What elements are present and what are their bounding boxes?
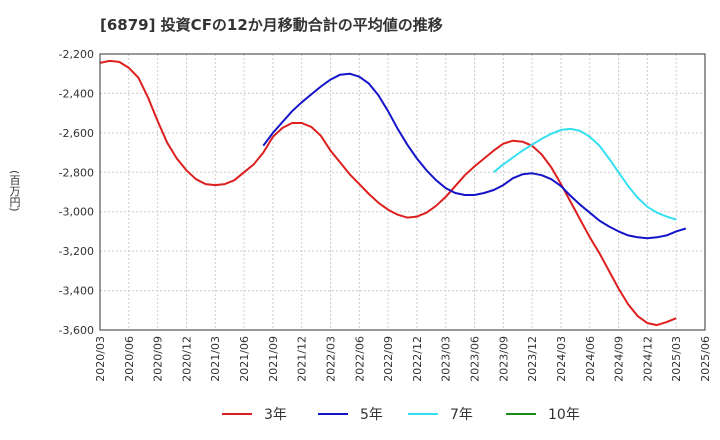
legend-swatch bbox=[222, 413, 252, 415]
x-tick-label: 2024/06 bbox=[584, 336, 597, 382]
x-tick-label: 2024/03 bbox=[555, 336, 568, 382]
legend-label: 3年 bbox=[264, 407, 287, 423]
y-axis: -2,200 -2,400 -2,600 -2,800 -3,000 -3,200 -3,4… bbox=[59, 48, 94, 337]
x-tick-label: 2021/03 bbox=[209, 336, 222, 382]
x-tick-label: 2022/06 bbox=[353, 336, 366, 382]
plot-area bbox=[100, 54, 705, 330]
x-tick-label: 2022/09 bbox=[382, 336, 395, 382]
x-tick-label: 2020/06 bbox=[123, 336, 136, 382]
legend-swatch bbox=[506, 413, 536, 415]
x-tick-label: 2021/12 bbox=[296, 336, 309, 382]
legend-item: 7年 bbox=[408, 404, 473, 424]
x-tick-label: 2023/06 bbox=[469, 336, 482, 382]
x-tick-label: 2024/12 bbox=[641, 336, 654, 382]
x-tick-label: 2024/09 bbox=[613, 336, 626, 382]
series-line-7年 bbox=[493, 127, 677, 221]
legend-label: 7年 bbox=[450, 407, 473, 423]
y-tick-label: -3,200 bbox=[59, 245, 94, 258]
x-tick-label: 2022/03 bbox=[324, 336, 337, 382]
plot-frame bbox=[99, 53, 706, 331]
legend-label: 5年 bbox=[360, 407, 383, 423]
x-tick-label: 2021/06 bbox=[238, 336, 251, 382]
series-line-5年 bbox=[262, 72, 687, 240]
x-tick-label: 2020/12 bbox=[180, 336, 193, 382]
y-tick-label: -2,600 bbox=[59, 127, 94, 140]
y-tick-label: -3,400 bbox=[59, 285, 94, 298]
y-tick-label: -3,600 bbox=[59, 324, 94, 337]
series-line-3年 bbox=[99, 59, 677, 327]
x-tick-label: 2023/03 bbox=[440, 336, 453, 382]
legend-item: 3年 bbox=[222, 404, 287, 424]
legend-swatch bbox=[408, 413, 438, 415]
y-tick-label: -2,800 bbox=[59, 166, 94, 179]
legend: 3年 5年 7年 10年 bbox=[0, 404, 720, 424]
legend-label: 10年 bbox=[548, 407, 580, 423]
y-axis-label: (百万円) bbox=[8, 170, 21, 212]
chart-title: [6879] 投資CFの12か月移動合計の平均値の推移 bbox=[100, 16, 443, 34]
x-tick-label: 2021/09 bbox=[267, 336, 280, 382]
y-tick-label: -2,200 bbox=[59, 48, 94, 61]
legend-item: 5年 bbox=[318, 404, 383, 424]
y-tick-label: -2,400 bbox=[59, 87, 94, 100]
x-tick-label: 2020/03 bbox=[94, 336, 107, 382]
x-tick-label: 2023/09 bbox=[497, 336, 510, 382]
legend-swatch bbox=[318, 413, 348, 415]
x-tick-label: 2025/03 bbox=[670, 336, 683, 382]
series-lines bbox=[99, 59, 687, 327]
x-tick-label: 2023/12 bbox=[526, 336, 539, 382]
x-tick-label: 2022/12 bbox=[411, 336, 424, 382]
line-chart: -2,200 -2,400 -2,600 -2,800 -3,000 -3,200 -3,4… bbox=[59, 48, 712, 382]
x-tick-label: 2020/09 bbox=[152, 336, 165, 382]
legend-item: 10年 bbox=[506, 404, 580, 424]
x-axis: 2020/03 2020/06 2020/09 2020/12 2021/03 2021/… bbox=[94, 336, 712, 382]
x-tick-label: 2025/06 bbox=[699, 336, 712, 382]
y-tick-label: -3,000 bbox=[59, 206, 94, 219]
grid-lines bbox=[99, 53, 706, 331]
